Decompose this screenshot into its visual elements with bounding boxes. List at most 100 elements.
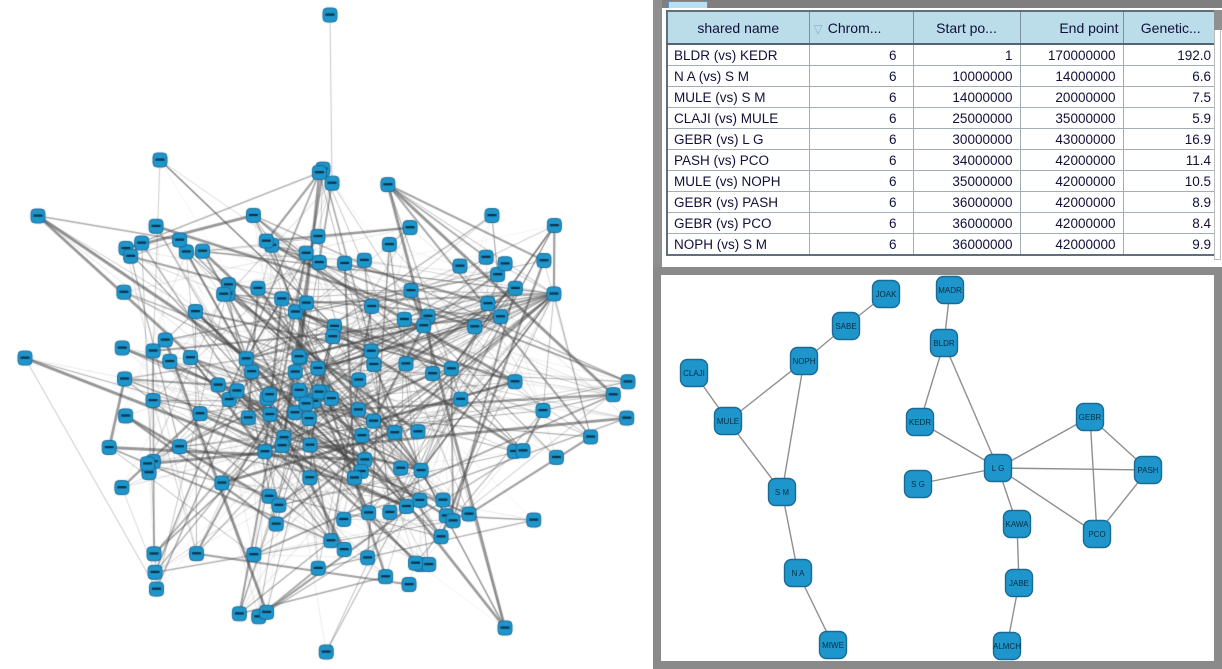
cell-end_point[interactable]: 42000000 <box>1019 212 1124 234</box>
cell-genetic_distance[interactable]: 8.4 <box>1122 212 1220 234</box>
filter-sort-icon[interactable]: ▽ <box>813 21 823 36</box>
column-header-genetic-distance[interactable]: Genetic... <box>1122 10 1220 45</box>
node-pash[interactable]: PASH <box>1133 455 1163 485</box>
node-almch[interactable]: ALMCH <box>992 631 1021 661</box>
cell-shared_name[interactable]: BLDR (vs) KEDR <box>666 43 810 66</box>
table-row[interactable]: PASH (vs) PCO 6 34000000 42000000 11.4 <box>666 149 1220 171</box>
cell-end_point[interactable]: 43000000 <box>1019 128 1124 150</box>
cell-shared_name[interactable]: GEBR (vs) PASH <box>666 191 810 213</box>
cell-shared_name[interactable]: PASH (vs) PCO <box>666 149 810 171</box>
table-row[interactable]: GEBR (vs) PASH 6 36000000 42000000 8.9 <box>666 191 1220 213</box>
column-label: End point <box>1059 19 1119 36</box>
cell-end_point[interactable]: 170000000 <box>1019 43 1124 66</box>
node-madr[interactable]: MADR <box>935 275 965 305</box>
node-noph[interactable]: NOPH <box>789 346 819 376</box>
edge-pash-l-g[interactable] <box>997 467 1149 471</box>
cell-end_point[interactable]: 42000000 <box>1019 191 1124 213</box>
detail-network-panel: JOAK MADR SABE BLDR NOPH CLAJI MULE KEDR GEBR L G… <box>653 267 1222 669</box>
cell-start_position[interactable]: 36000000 <box>912 233 1021 256</box>
cell-shared_name[interactable]: MULE (vs) NOPH <box>666 170 810 192</box>
edge-noph-s-m[interactable] <box>781 360 805 493</box>
cell-start_position[interactable]: 1 <box>912 43 1021 66</box>
edge-gebr-pco[interactable] <box>1089 416 1098 535</box>
node-s-m[interactable]: S M <box>767 477 797 507</box>
table-row[interactable]: GEBR (vs) PCO 6 36000000 42000000 8.4 <box>666 212 1220 234</box>
cell-chromosome[interactable]: 6 <box>808 107 914 129</box>
cell-chromosome[interactable]: 6 <box>808 86 914 108</box>
node-label: L G <box>992 464 1005 473</box>
table-row[interactable]: MULE (vs) NOPH 6 35000000 42000000 10.5 <box>666 170 1220 192</box>
table-row[interactable]: N A (vs) S M 6 10000000 14000000 6.6 <box>666 65 1220 87</box>
overview-network-canvas[interactable] <box>0 0 653 669</box>
table-row[interactable]: CLAJI (vs) MULE 6 25000000 35000000 5.9 <box>666 107 1220 129</box>
cell-genetic_distance[interactable]: 9.9 <box>1122 233 1220 256</box>
cell-start_position[interactable]: 36000000 <box>912 212 1021 234</box>
detail-network-canvas[interactable]: JOAK MADR SABE BLDR NOPH CLAJI MULE KEDR GEBR L G… <box>661 275 1214 661</box>
cell-genetic_distance[interactable]: 192.0 <box>1122 43 1220 66</box>
cell-end_point[interactable]: 42000000 <box>1019 170 1124 192</box>
cell-genetic_distance[interactable]: 7.5 <box>1122 86 1220 108</box>
table-row[interactable]: MULE (vs) S M 6 14000000 20000000 7.5 <box>666 86 1220 108</box>
column-header-shared-name[interactable]: shared name <box>666 10 810 45</box>
attribute-table-body: BLDR (vs) KEDR 6 1 170000000 192.0 N A (vs) S… <box>666 43 1220 256</box>
column-header-end-point[interactable]: End point <box>1019 10 1124 45</box>
node-label: ALMCH <box>993 642 1021 651</box>
cell-genetic_distance[interactable]: 10.5 <box>1122 170 1220 192</box>
cell-genetic_distance[interactable]: 6.6 <box>1122 65 1220 87</box>
cell-end_point[interactable]: 42000000 <box>1019 149 1124 171</box>
edge-pco-l-g[interactable] <box>997 467 1098 535</box>
edge-bldr-l-g[interactable] <box>943 342 999 469</box>
cell-shared_name[interactable]: N A (vs) S M <box>666 65 810 87</box>
cell-chromosome[interactable]: 6 <box>808 65 914 87</box>
table-scrollbar[interactable] <box>1214 10 1221 260</box>
cell-shared_name[interactable]: GEBR (vs) L G <box>666 128 810 150</box>
cell-chromosome[interactable]: 6 <box>808 149 914 171</box>
cell-end_point[interactable]: 35000000 <box>1019 107 1124 129</box>
node-miwe[interactable]: MIWE <box>818 630 848 660</box>
node-kedr[interactable]: KEDR <box>905 407 935 437</box>
node-s-g[interactable]: S G <box>903 469 933 499</box>
node-n-a[interactable]: N A <box>783 558 813 588</box>
node-bldr[interactable]: BLDR <box>929 328 959 358</box>
cell-chromosome[interactable]: 6 <box>808 43 914 66</box>
cell-chromosome[interactable]: 6 <box>808 191 914 213</box>
node-pco[interactable]: PCO <box>1082 519 1112 549</box>
edge-gebr-l-g[interactable] <box>997 416 1091 469</box>
cell-shared_name[interactable]: CLAJI (vs) MULE <box>666 107 810 129</box>
cell-start_position[interactable]: 35000000 <box>912 170 1021 192</box>
cell-end_point[interactable]: 14000000 <box>1019 65 1124 87</box>
node-joak[interactable]: JOAK <box>871 279 901 309</box>
cell-start_position[interactable]: 30000000 <box>912 128 1021 150</box>
cell-genetic_distance[interactable]: 5.9 <box>1122 107 1220 129</box>
panel-tab[interactable] <box>668 1 708 8</box>
cell-chromosome[interactable]: 6 <box>808 128 914 150</box>
table-row[interactable]: GEBR (vs) L G 6 30000000 43000000 16.9 <box>666 128 1220 150</box>
cell-start_position[interactable]: 10000000 <box>912 65 1021 87</box>
node-kawa[interactable]: KAWA <box>1002 509 1032 539</box>
cell-start_position[interactable]: 25000000 <box>912 107 1021 129</box>
node-mule[interactable]: MULE <box>713 406 743 436</box>
cell-start_position[interactable]: 34000000 <box>912 149 1021 171</box>
cell-genetic_distance[interactable]: 8.9 <box>1122 191 1220 213</box>
cell-chromosome[interactable]: 6 <box>808 233 914 256</box>
node-gebr[interactable]: GEBR <box>1075 402 1105 432</box>
column-header-start-position[interactable]: Start po... <box>912 10 1021 45</box>
cell-genetic_distance[interactable]: 11.4 <box>1122 149 1220 171</box>
cell-shared_name[interactable]: GEBR (vs) PCO <box>666 212 810 234</box>
cell-end_point[interactable]: 20000000 <box>1019 86 1124 108</box>
cell-genetic_distance[interactable]: 16.9 <box>1122 128 1220 150</box>
cell-end_point[interactable]: 42000000 <box>1019 233 1124 256</box>
cell-start_position[interactable]: 36000000 <box>912 191 1021 213</box>
column-header-chromosome[interactable]: ▽ Chrom... <box>808 10 914 45</box>
cell-chromosome[interactable]: 6 <box>808 212 914 234</box>
node-jabe[interactable]: JABE <box>1004 568 1034 598</box>
cell-chromosome[interactable]: 6 <box>808 170 914 192</box>
table-row[interactable]: BLDR (vs) KEDR 6 1 170000000 192.0 <box>666 43 1220 66</box>
cell-shared_name[interactable]: NOPH (vs) S M <box>666 233 810 256</box>
node-claji[interactable]: CLAJI <box>679 358 709 388</box>
cell-start_position[interactable]: 14000000 <box>912 86 1021 108</box>
node-sabe[interactable]: SABE <box>831 311 861 341</box>
table-row[interactable]: NOPH (vs) S M 6 36000000 42000000 9.9 <box>666 233 1220 256</box>
cell-shared_name[interactable]: MULE (vs) S M <box>666 86 810 108</box>
node-l-g[interactable]: L G <box>983 453 1013 483</box>
